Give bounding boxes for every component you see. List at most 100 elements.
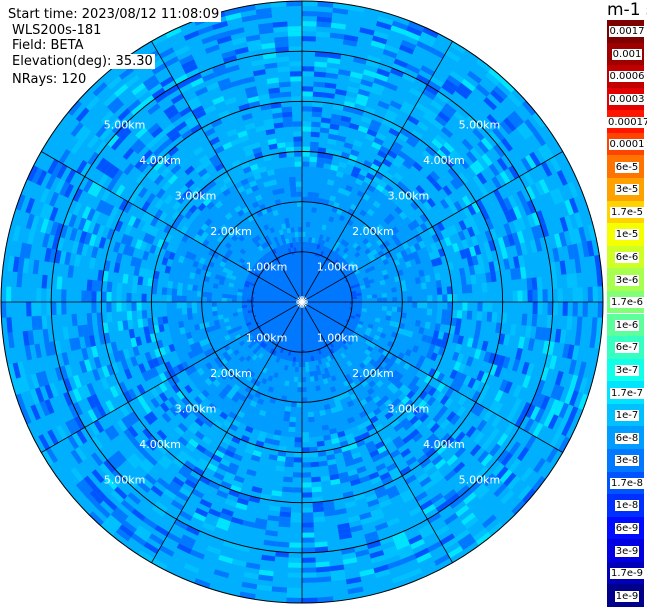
field-cell bbox=[81, 206, 92, 220]
field-cell bbox=[89, 511, 104, 526]
field-cell bbox=[376, 271, 384, 278]
field-cell bbox=[286, 597, 302, 603]
field-cell bbox=[238, 492, 251, 501]
field-cell bbox=[271, 366, 277, 373]
field-cell bbox=[361, 273, 368, 279]
field-cell bbox=[372, 234, 380, 242]
field-cell bbox=[581, 241, 590, 258]
field-cell bbox=[444, 469, 457, 482]
field-cell bbox=[419, 457, 432, 469]
field-cell bbox=[80, 162, 92, 177]
field-cell bbox=[348, 317, 355, 322]
field-cell bbox=[243, 251, 250, 258]
field-cell bbox=[284, 406, 291, 412]
field-cell bbox=[347, 515, 361, 523]
field-cell bbox=[213, 278, 220, 285]
field-cell bbox=[118, 199, 129, 211]
field-cell bbox=[320, 117, 331, 124]
field-cell bbox=[359, 27, 375, 36]
field-cell bbox=[313, 81, 326, 88]
field-cell bbox=[390, 316, 397, 322]
field-cell bbox=[375, 267, 382, 274]
field-cell bbox=[368, 167, 378, 176]
field-cell bbox=[277, 373, 283, 380]
field-cell bbox=[274, 424, 283, 431]
field-cell bbox=[423, 328, 430, 336]
field-cell bbox=[302, 372, 306, 378]
field-cell bbox=[127, 388, 137, 400]
field-cell bbox=[248, 271, 255, 277]
field-cell bbox=[526, 213, 536, 228]
field-cell bbox=[163, 249, 171, 259]
field-cell bbox=[283, 365, 289, 371]
field-cell bbox=[488, 427, 500, 441]
field-cell bbox=[274, 41, 289, 48]
field-cell bbox=[369, 449, 380, 458]
field-cell bbox=[216, 192, 226, 201]
colorbar-bin: 6e-9 bbox=[607, 516, 647, 540]
field-cell bbox=[346, 86, 360, 94]
field-cell bbox=[280, 234, 286, 240]
field-cell bbox=[189, 324, 196, 332]
field-cell bbox=[372, 242, 380, 249]
field-cell bbox=[266, 407, 274, 414]
field-cell bbox=[314, 217, 320, 224]
field-cell bbox=[112, 169, 124, 182]
field-cell bbox=[343, 454, 354, 462]
field-cell bbox=[217, 314, 224, 320]
field-cell bbox=[69, 338, 77, 351]
field-cell bbox=[135, 172, 147, 185]
field-cell bbox=[81, 243, 89, 257]
field-cell bbox=[405, 137, 417, 148]
field-cell bbox=[341, 267, 347, 273]
field-cell bbox=[450, 178, 461, 190]
field-cell bbox=[420, 282, 427, 290]
field-cell bbox=[274, 36, 289, 43]
field-cell bbox=[103, 459, 116, 474]
field-cell bbox=[401, 307, 408, 313]
field-cell bbox=[302, 512, 314, 518]
field-cell bbox=[498, 199, 509, 213]
field-cell bbox=[232, 339, 239, 346]
field-cell bbox=[482, 302, 488, 312]
field-cell bbox=[345, 249, 352, 256]
field-cell bbox=[278, 445, 287, 452]
field-cell bbox=[355, 224, 362, 232]
field-cell bbox=[173, 342, 181, 351]
field-cell bbox=[257, 199, 265, 206]
field-cell bbox=[201, 159, 212, 169]
field-cell bbox=[389, 100, 403, 110]
field-cell bbox=[396, 181, 407, 191]
field-cell bbox=[302, 507, 313, 513]
field-cell bbox=[273, 225, 279, 232]
field-cell bbox=[151, 33, 168, 46]
field-cell bbox=[348, 269, 355, 275]
field-cell bbox=[249, 282, 256, 287]
field-cell bbox=[382, 545, 398, 555]
field-cell bbox=[366, 345, 374, 353]
field-cell bbox=[220, 365, 228, 373]
field-cell bbox=[378, 180, 388, 189]
colorbar-tick-text: 1.7e-6 bbox=[609, 297, 645, 309]
field-cell bbox=[189, 343, 197, 351]
field-cell bbox=[477, 140, 490, 154]
field-cell bbox=[56, 237, 65, 251]
field-cell bbox=[554, 385, 565, 401]
field-cell bbox=[86, 208, 96, 222]
field-cell bbox=[199, 339, 206, 347]
field-cell bbox=[572, 287, 578, 302]
field-cell bbox=[290, 351, 295, 357]
field-cell bbox=[231, 294, 238, 299]
field-cell bbox=[522, 374, 531, 389]
field-cell bbox=[421, 334, 428, 343]
field-cell bbox=[27, 165, 39, 182]
field-cell bbox=[248, 364, 255, 371]
field-cell bbox=[297, 387, 302, 393]
field-cell bbox=[268, 423, 276, 430]
field-cell bbox=[107, 456, 120, 470]
field-cell bbox=[185, 264, 193, 273]
field-cell bbox=[381, 118, 394, 128]
field-cell bbox=[219, 275, 226, 282]
field-cell bbox=[346, 400, 355, 408]
field-cell bbox=[522, 202, 532, 216]
